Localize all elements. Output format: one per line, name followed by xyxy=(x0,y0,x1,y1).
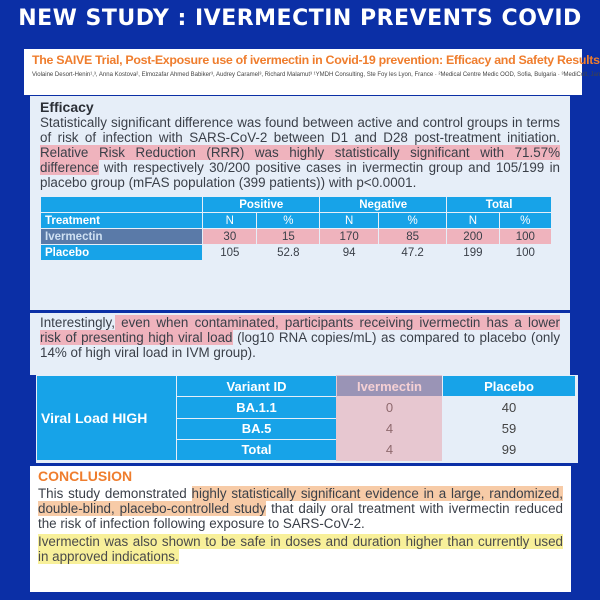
study-title: The SAIVE Trial, Post-Exposure use of iv… xyxy=(32,53,600,67)
viral-load-table: Viral Load HIGH Variant ID Ivermectin Pl… xyxy=(36,374,576,462)
text: that daily oral treatment with ivermecti… xyxy=(38,501,563,531)
banner-title: NEW STUDY : IVERMECTIN PREVENTS COVID xyxy=(18,6,582,31)
row-label: Ivermectin xyxy=(39,228,204,245)
cell: BA.1.1 xyxy=(176,396,337,419)
ivermectin-column-highlight xyxy=(336,375,442,461)
header-cell: N xyxy=(319,212,380,229)
viral-load-panel: Interestingly, even when contaminated, p… xyxy=(30,313,570,375)
conclusion-text: This study demonstrated highly statistic… xyxy=(38,486,563,531)
cell: 0 xyxy=(336,396,443,419)
table-row: Placebo 105 52.8 94 47.2 199 100 xyxy=(39,244,553,261)
text: This study demonstrated xyxy=(38,486,192,501)
authors: Violaine Desort-Henin¹,³, Anna Kostova²,… xyxy=(32,72,600,78)
header-cell: Negative xyxy=(319,196,448,213)
safety-text: Ivermectin was also shown to be safe in … xyxy=(38,534,563,564)
cell: 199 xyxy=(446,244,500,261)
cell: 85 xyxy=(378,228,448,245)
cell: 40 xyxy=(442,396,576,419)
cell: 4 xyxy=(336,438,443,462)
efficacy-table: Positive Negative Total Treatment N % N … xyxy=(39,196,553,261)
highlight: Ivermectin was also shown to be safe in … xyxy=(38,534,563,564)
cell: 30 xyxy=(202,228,258,245)
viral-load-table-wrap: Viral Load HIGH Variant ID Ivermectin Pl… xyxy=(36,374,578,463)
cell: 170 xyxy=(319,228,380,245)
cell: 105 xyxy=(202,244,258,261)
text: with respectively 30/200 positive cases … xyxy=(40,160,560,190)
header-cell: % xyxy=(256,212,321,229)
table-row: BA.1.1 0 40 xyxy=(37,396,576,419)
cell xyxy=(39,196,204,213)
conclusion-heading: CONCLUSION xyxy=(38,468,133,484)
header-cell: N xyxy=(202,212,258,229)
text: Interestingly, xyxy=(40,315,115,330)
conclusion-panel: CONCLUSION This study demonstrated highl… xyxy=(30,466,571,592)
cell: 47.2 xyxy=(378,244,448,261)
cell: 15 xyxy=(256,228,321,245)
header-cell: Treatment xyxy=(39,212,204,229)
cell: 99 xyxy=(442,438,576,462)
cell: 200 xyxy=(446,228,500,245)
cell: 100 xyxy=(498,228,553,245)
cell: 59 xyxy=(442,417,576,440)
cell: BA.5 xyxy=(176,417,337,440)
cell: 100 xyxy=(498,244,553,261)
cell: Total xyxy=(176,438,337,462)
header-cell: Variant ID xyxy=(176,374,337,398)
header-cell: % xyxy=(498,212,553,229)
row-label: Placebo xyxy=(39,244,204,261)
header-cell: N xyxy=(446,212,500,229)
efficacy-heading: Efficacy xyxy=(40,99,94,115)
text: (log10 RNA copies/mL) as compared to pla… xyxy=(40,330,561,360)
efficacy-panel: Efficacy Statistically significant diffe… xyxy=(30,96,570,310)
study-header: The SAIVE Trial, Post-Exposure use of iv… xyxy=(24,49,600,95)
header-cell: Ivermectin xyxy=(336,374,443,398)
cell: 4 xyxy=(336,417,443,440)
cell: 52.8 xyxy=(256,244,321,261)
header-cell: Total xyxy=(446,196,552,213)
cell: 94 xyxy=(319,244,380,261)
efficacy-text: Statistically significant difference was… xyxy=(40,115,560,190)
table-row: Total 4 99 xyxy=(37,438,576,462)
header-cell: Positive xyxy=(202,196,321,213)
header-cell: Placebo xyxy=(442,374,576,398)
table-row: Ivermectin 30 15 170 85 200 100 xyxy=(39,228,553,245)
row-label: Viral Load HIGH xyxy=(36,375,177,461)
table-row: BA.5 4 59 xyxy=(37,417,576,440)
text: Statistically significant difference was… xyxy=(40,115,560,145)
viral-load-text: Interestingly, even when contaminated, p… xyxy=(40,315,560,360)
header-cell: % xyxy=(378,212,448,229)
